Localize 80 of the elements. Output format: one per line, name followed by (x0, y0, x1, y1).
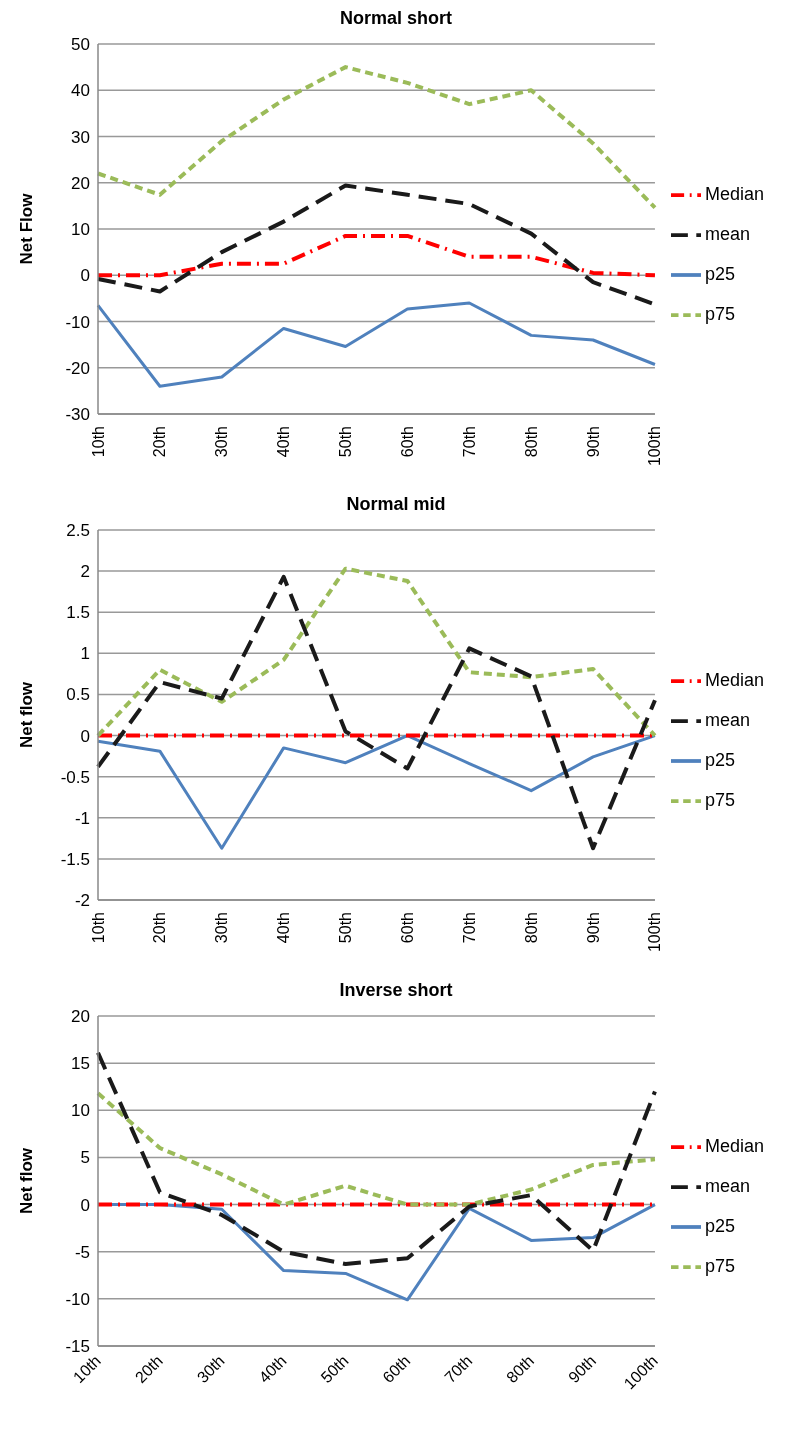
y-tick-label: 2.5 (66, 521, 90, 541)
y-tick-label: -30 (65, 405, 90, 425)
y-tick-label: 2 (80, 562, 90, 582)
y-axis-title: Net Flow (17, 192, 37, 265)
line-series (96, 566, 657, 738)
y-tick-label: 0 (80, 1195, 90, 1215)
x-tick-label: 50th (337, 426, 355, 458)
line-series (96, 1050, 657, 1266)
legend-label: p25 (704, 750, 735, 770)
x-tick-label: 10th (89, 426, 107, 458)
y-tick-label: -20 (65, 358, 90, 378)
x-tick-label: 90th (584, 912, 602, 944)
x-tick-label: 10th (89, 912, 107, 944)
x-tick-label: 80th (503, 1351, 538, 1387)
y-tick-label: 15 (71, 1054, 90, 1074)
x-tick-label: 70th (460, 426, 478, 458)
y-tick-label: 10 (71, 220, 90, 240)
y-tick-label: -1.5 (60, 849, 90, 869)
line-series (96, 301, 657, 388)
line-series (96, 233, 657, 278)
x-tick-label: 80th (522, 912, 540, 944)
y-tick-label: 0 (80, 266, 90, 286)
y-axis-title: Net flow (17, 1147, 37, 1215)
x-tick-label: 90th (584, 426, 602, 458)
y-tick-label: 0 (80, 726, 90, 746)
legend-label: p25 (704, 1216, 735, 1236)
chart-title: Normal mid (345, 494, 447, 516)
y-tick-label: -10 (65, 1289, 90, 1309)
y-tick-label: 1 (80, 644, 90, 664)
x-tick-label: 70th (460, 912, 478, 944)
x-tick-label: 40th (275, 426, 293, 458)
x-tick-label: 100th (646, 912, 664, 953)
x-tick-label: 40th (275, 912, 293, 944)
x-tick-label: 50th (337, 912, 355, 944)
x-tick-label: 90th (565, 1351, 600, 1387)
legend-label: p75 (704, 790, 735, 810)
legend-label: mean (704, 710, 750, 730)
y-tick-label: 50 (71, 35, 90, 55)
y-tick-label: 20 (71, 1007, 90, 1027)
legend-label: Median (704, 670, 764, 690)
y-axis-title: Net flow (17, 681, 37, 749)
x-tick-label: 20th (131, 1351, 166, 1387)
y-tick-label: -5 (74, 1242, 90, 1262)
x-tick-label: 30th (193, 1351, 228, 1387)
y-tick-label: -1 (74, 808, 90, 828)
line-series (96, 1091, 657, 1207)
x-tick-label: 30th (213, 912, 231, 944)
y-tick-label: -10 (65, 312, 90, 332)
x-tick-label: 40th (255, 1351, 290, 1387)
y-tick-label: 40 (71, 81, 90, 101)
x-tick-label: 70th (441, 1351, 476, 1387)
x-tick-label: 20th (151, 426, 169, 458)
y-tick-label: -0.5 (60, 767, 90, 787)
x-tick-label: 80th (522, 426, 540, 458)
y-tick-label: 20 (71, 173, 90, 193)
x-tick-label: 20th (151, 912, 169, 944)
x-tick-label: 100th (646, 426, 664, 467)
line-series (96, 65, 657, 210)
legend-label: mean (704, 224, 750, 244)
x-tick-label: 60th (398, 426, 416, 458)
legend-label: p75 (704, 1256, 735, 1276)
legend-label: p75 (704, 304, 735, 324)
legend-label: mean (704, 1176, 750, 1196)
y-tick-label: 30 (71, 127, 90, 147)
y-tick-label: 5 (80, 1148, 90, 1168)
line-series (96, 734, 657, 850)
x-tick-label: 60th (398, 912, 416, 944)
legend-label: p25 (704, 264, 735, 284)
chart-title: Normal short (339, 8, 453, 30)
x-tick-label: 50th (317, 1351, 352, 1387)
chart-title: Inverse short (338, 980, 454, 1002)
legend-label: Median (704, 1136, 764, 1156)
y-tick-label: -2 (74, 891, 90, 911)
x-tick-label: 60th (379, 1351, 414, 1387)
y-tick-label: 0.5 (66, 685, 90, 705)
y-tick-label: 1.5 (66, 603, 90, 623)
y-tick-label: 10 (71, 1101, 90, 1121)
line-series (96, 574, 657, 851)
x-tick-label: 30th (213, 426, 231, 458)
legend-label: Median (704, 184, 764, 204)
